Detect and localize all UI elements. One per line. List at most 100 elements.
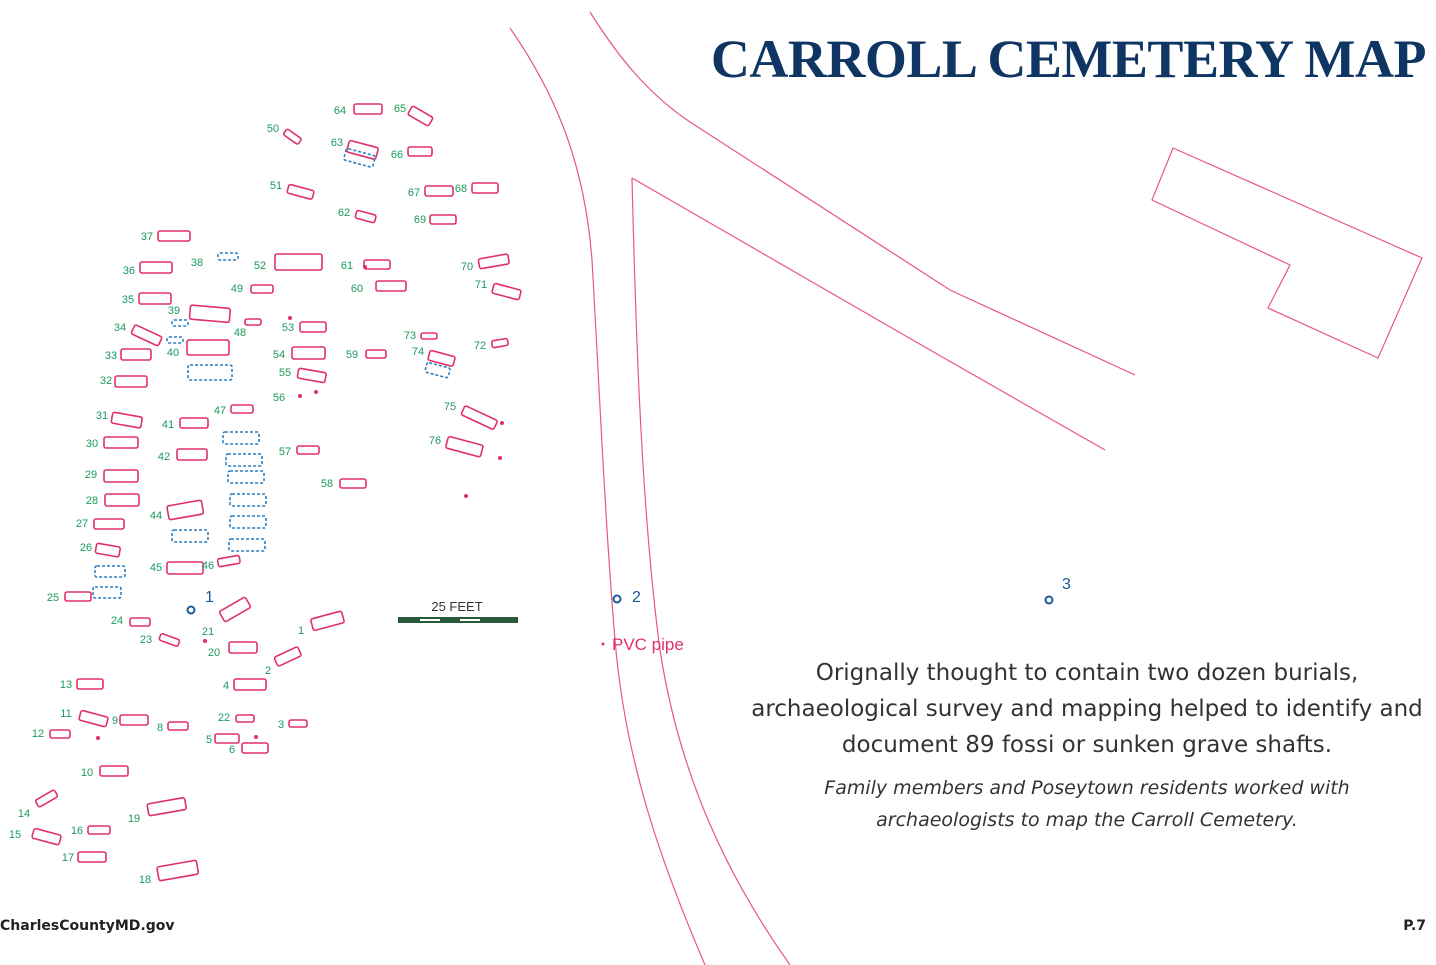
grave: [188, 304, 232, 324]
grave-label: 44: [150, 510, 162, 522]
grave: [291, 346, 326, 360]
grave: [477, 253, 510, 270]
road-edge: [589, 11, 1136, 376]
grave-label: 72: [474, 340, 486, 352]
grave-label: 59: [346, 349, 358, 361]
grave-label: 73: [404, 330, 416, 342]
grave: [250, 284, 274, 294]
road-edge: [631, 177, 791, 965]
grave-label: 15: [9, 829, 21, 841]
grave: [407, 146, 433, 157]
title: CARROLL CEMETERY MAP: [710, 29, 1427, 89]
unmarked-grave: [229, 515, 267, 529]
grave-label: 45: [150, 562, 162, 574]
grave-label: 75: [444, 401, 456, 413]
grave: [375, 280, 407, 292]
grave-label: 64: [334, 105, 346, 117]
grave-label: 71: [475, 279, 487, 291]
grave: [94, 542, 121, 558]
grave: [103, 436, 139, 449]
grave: [288, 719, 308, 728]
grave: [77, 851, 107, 863]
grave: [282, 128, 302, 145]
description: Orignally thought to contain two dozen b…: [751, 660, 1423, 758]
grave-label: 58: [321, 478, 333, 490]
grave: [166, 561, 204, 575]
grave: [130, 324, 163, 347]
grave-label: 49: [231, 283, 243, 295]
dot: [464, 494, 468, 498]
dot: [601, 642, 605, 646]
datum-marker: [186, 605, 196, 615]
page-number: P.7: [1403, 918, 1426, 934]
grave: [218, 596, 252, 623]
grave: [228, 641, 258, 654]
grave-label: 37: [141, 231, 153, 243]
grave-label: 35: [122, 294, 134, 306]
grave-label: 53: [282, 322, 294, 334]
grave-label: 31: [96, 410, 108, 422]
grave: [296, 445, 320, 455]
grave: [31, 827, 62, 846]
grave: [286, 183, 315, 200]
grave-label: 30: [86, 438, 98, 450]
grave-label: 6: [229, 744, 235, 756]
unmarked-grave: [222, 431, 260, 445]
grave: [93, 518, 125, 530]
grave: [167, 721, 189, 731]
grave-label: 28: [86, 495, 98, 507]
grave-label: 17: [62, 852, 74, 864]
grave: [146, 797, 187, 817]
dot: [203, 639, 207, 643]
dot: [298, 394, 302, 398]
marker-label: 1: [205, 589, 214, 606]
grave-label: 55: [279, 367, 291, 379]
unmarked-grave: [217, 252, 239, 261]
unmarked-grave: [171, 529, 209, 543]
grave: [310, 610, 345, 632]
grave-label: 38: [191, 257, 203, 269]
scale-label: 25 FEET: [431, 599, 482, 614]
website: CharlesCountyMD.gov: [0, 918, 175, 934]
grave-label: 19: [128, 813, 140, 825]
grave: [241, 742, 269, 754]
unmarked-grave: [229, 493, 267, 507]
building: [1151, 147, 1423, 359]
grave-label: 22: [218, 712, 230, 724]
grave: [214, 733, 240, 744]
grave: [34, 789, 59, 808]
grave: [110, 411, 143, 429]
grave-label: 50: [267, 123, 279, 135]
grave-label: 32: [100, 375, 112, 387]
dot: [498, 456, 502, 460]
grave-label: 21: [202, 626, 214, 638]
grave: [230, 404, 254, 414]
grave-label: 69: [414, 214, 426, 226]
grave: [353, 103, 383, 115]
grave-label: 66: [391, 149, 403, 161]
grave-label: 41: [162, 419, 174, 431]
grave-label: 54: [273, 349, 285, 361]
grave-label: 11: [60, 708, 71, 720]
grave: [491, 282, 522, 301]
grave-label: 46: [202, 560, 214, 572]
grave-label: 40: [167, 347, 179, 359]
grave: [158, 632, 181, 647]
grave: [363, 259, 391, 270]
grave: [490, 337, 509, 349]
grave: [471, 182, 499, 194]
dot: [254, 735, 258, 739]
grave: [244, 318, 262, 326]
grave-label: 14: [18, 808, 30, 820]
grave: [299, 321, 327, 333]
dot: [500, 421, 504, 425]
caption: Family members and Poseytown residents w…: [824, 777, 1350, 831]
grave-label: 56: [273, 392, 285, 404]
grave: [104, 493, 140, 507]
grave-label: 4: [223, 680, 229, 692]
grave-label: 1: [298, 625, 304, 637]
road-edge: [631, 177, 1106, 451]
grave-label: 74: [412, 346, 424, 358]
grave-label: 26: [80, 542, 92, 554]
grave: [365, 349, 387, 359]
